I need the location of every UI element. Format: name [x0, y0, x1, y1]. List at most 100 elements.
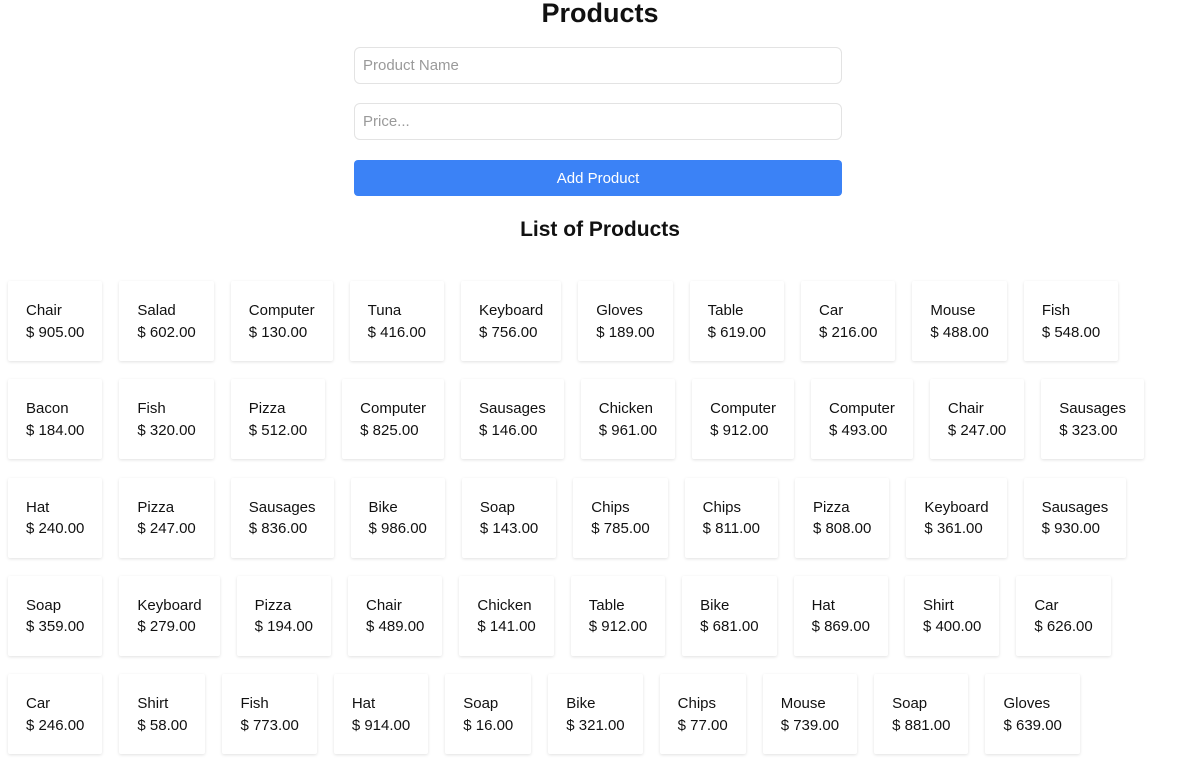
product-price: $ 361.00: [924, 520, 983, 538]
product-card: Bike $ 321.00: [548, 674, 643, 755]
product-card: Car $ 216.00: [801, 281, 896, 361]
product-card: Keyboard $ 756.00: [461, 281, 562, 361]
product-name: Table: [588, 596, 625, 614]
product-card: Gloves $ 189.00: [578, 281, 673, 361]
product-card: Chair $ 489.00: [348, 575, 443, 656]
product-price: $ 146.00: [479, 421, 538, 439]
product-card: Bacon $ 184.00: [8, 379, 103, 460]
product-price: $ 130.00: [248, 323, 308, 341]
product-price: $ 246.00: [26, 716, 85, 734]
product-card: Sausages $ 930.00: [1023, 477, 1127, 558]
product-price: $ 216.00: [819, 323, 878, 341]
product-name: Computer: [710, 400, 776, 418]
product-card: Chicken $ 141.00: [459, 575, 554, 656]
price-input[interactable]: [354, 103, 842, 140]
product-name: Salad: [137, 302, 176, 319]
product-row: Chair $ 905.00 Salad $ 602.00 Computer $ 130.…: [8, 281, 1200, 361]
product-name: Keyboard: [479, 302, 544, 319]
product-name: Fish: [137, 400, 166, 418]
product-price: $ 247.00: [947, 421, 1007, 439]
product-price: $ 512.00: [248, 421, 308, 439]
product-name: Chips: [677, 695, 717, 713]
product-price: $ 986.00: [368, 520, 427, 538]
product-card: Computer $ 130.00: [230, 281, 333, 361]
product-price: $ 930.00: [1041, 520, 1100, 538]
product-card: Chips $ 77.00: [659, 674, 746, 755]
product-price: $ 400.00: [922, 618, 982, 636]
product-card: Bike $ 986.00: [350, 477, 445, 558]
product-price: $ 189.00: [596, 323, 655, 341]
product-price: $ 881.00: [892, 716, 951, 734]
product-price: $ 143.00: [479, 520, 539, 538]
product-name: Computer: [248, 302, 315, 319]
product-price: $ 836.00: [248, 520, 308, 538]
product-card: Pizza $ 194.00: [236, 575, 331, 656]
product-price: $ 77.00: [677, 716, 728, 734]
product-price: $ 602.00: [137, 323, 196, 341]
product-card: Keyboard $ 361.00: [906, 477, 1007, 558]
product-price: $ 626.00: [1034, 618, 1093, 636]
product-card: Shirt $ 400.00: [904, 575, 1000, 656]
product-name: Chips: [591, 498, 630, 516]
product-name: Pizza: [254, 596, 292, 614]
add-product-button[interactable]: Add Product: [354, 160, 842, 196]
product-name: Shirt: [922, 596, 954, 614]
product-price: $ 639.00: [1003, 716, 1062, 734]
product-price: $ 416.00: [367, 323, 427, 341]
product-name: Car: [819, 302, 844, 319]
product-name: Computer: [829, 400, 895, 418]
product-card: Chair $ 905.00: [8, 281, 103, 361]
product-price: $ 961.00: [598, 421, 658, 439]
product-name: Bike: [700, 596, 730, 614]
product-name-input[interactable]: [354, 47, 842, 84]
product-price: $ 808.00: [812, 520, 872, 538]
product-name: Tuna: [367, 302, 402, 319]
product-card: Sausages $ 836.00: [230, 477, 334, 558]
product-card: Soap $ 359.00: [8, 575, 103, 656]
product-name: Bacon: [26, 400, 69, 418]
product-name: Sausages: [479, 400, 546, 418]
product-price: $ 619.00: [707, 323, 767, 341]
product-card: Table $ 619.00: [689, 281, 785, 361]
product-name: Soap: [463, 695, 499, 713]
product-price: $ 194.00: [254, 618, 313, 636]
product-price: $ 359.00: [26, 618, 85, 636]
product-card: Hat $ 240.00: [8, 477, 103, 558]
product-card: Table $ 912.00: [570, 575, 666, 656]
product-name: Sausages: [1059, 400, 1126, 418]
product-card: Chair $ 247.00: [929, 379, 1025, 460]
product-name: Car: [1034, 596, 1059, 614]
product-price: $ 825.00: [360, 421, 419, 439]
product-price: $ 184.00: [26, 421, 85, 439]
product-price: $ 739.00: [780, 716, 840, 734]
product-card: Car $ 246.00: [8, 674, 103, 755]
product-card: Hat $ 869.00: [793, 575, 888, 656]
product-name: Pizza: [812, 498, 850, 516]
product-card: Sausages $ 323.00: [1041, 379, 1144, 460]
product-name: Table: [707, 302, 744, 319]
product-card: Computer $ 912.00: [692, 379, 794, 460]
list-title: List of Products: [520, 218, 680, 241]
product-name: Sausages: [248, 498, 316, 516]
product-name: Chicken: [477, 596, 532, 614]
product-price: $ 773.00: [240, 716, 299, 734]
product-name: Chair: [26, 302, 62, 319]
product-card: Pizza $ 512.00: [230, 379, 326, 460]
product-card: Fish $ 320.00: [119, 379, 214, 460]
product-price: $ 785.00: [591, 520, 650, 538]
product-name: Gloves: [1003, 695, 1051, 713]
product-name: Bike: [566, 695, 596, 713]
product-card: Computer $ 825.00: [342, 379, 445, 460]
product-card: Mouse $ 739.00: [762, 674, 858, 755]
product-name: Keyboard: [924, 498, 989, 516]
product-name: Hat: [26, 498, 50, 516]
product-price: $ 323.00: [1059, 421, 1118, 439]
product-name: Chips: [702, 498, 742, 516]
product-card: Mouse $ 488.00: [912, 281, 1007, 361]
product-price: $ 681.00: [700, 618, 759, 636]
product-name: Chicken: [598, 400, 653, 418]
product-price: $ 914.00: [351, 716, 411, 734]
product-name: Keyboard: [137, 596, 202, 614]
product-name: Sausages: [1041, 498, 1109, 516]
product-price: $ 321.00: [566, 716, 625, 734]
